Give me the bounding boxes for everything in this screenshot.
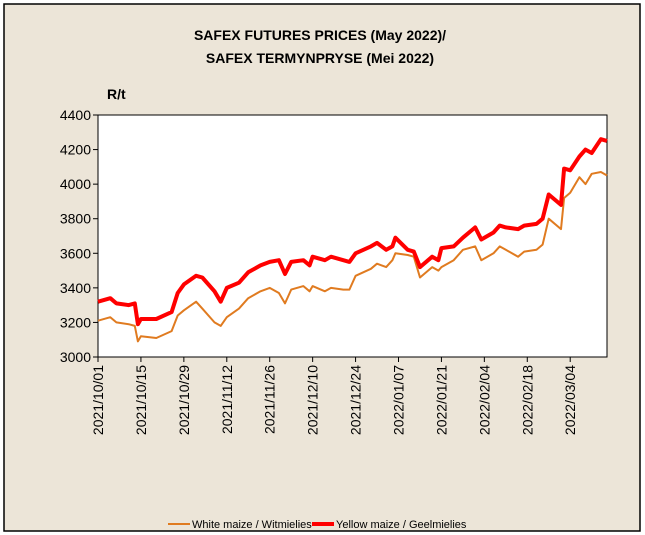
x-tick-label: 2022/02/18 xyxy=(519,365,535,435)
x-tick-label: 2021/10/29 xyxy=(176,365,192,435)
series-line xyxy=(97,137,608,327)
x-tick-label: 2021/12/24 xyxy=(348,365,364,435)
x-tick-label: 2021/10/01 xyxy=(90,365,106,435)
y-tick-label: 3800 xyxy=(60,211,91,227)
legend-label: Yellow maize / Geelmielies xyxy=(336,519,467,531)
x-tick-label: 2022/01/21 xyxy=(433,365,449,435)
x-tick-label: 2021/11/26 xyxy=(262,365,278,434)
legend-label: White maize / Witmielies xyxy=(192,519,312,531)
x-tick-label: 2021/11/12 xyxy=(219,365,235,434)
plot-area xyxy=(97,114,608,358)
y-tick-label: 3000 xyxy=(60,349,91,365)
chart-title: SAFEX TERMYNPRYSE (Mei 2022) xyxy=(206,50,434,66)
y-tick-label: 3600 xyxy=(60,245,91,261)
x-tick-label: 2021/10/15 xyxy=(133,365,149,435)
x-tick-label: 2022/03/04 xyxy=(562,365,578,435)
chart-title: SAFEX FUTURES PRICES (May 2022)/ xyxy=(194,27,446,43)
y-axis-label: R/t xyxy=(107,86,126,102)
y-tick-label: 3200 xyxy=(60,314,91,330)
x-tick-label: 2021/12/10 xyxy=(305,365,321,435)
x-tick-label: 2022/01/07 xyxy=(390,365,406,435)
y-tick-label: 3400 xyxy=(60,280,91,296)
series-line xyxy=(97,171,608,343)
y-tick-label: 4200 xyxy=(60,142,91,158)
y-tick-label: 4000 xyxy=(60,176,91,192)
x-tick-label: 2022/02/04 xyxy=(476,365,492,435)
y-tick-label: 4400 xyxy=(60,107,91,123)
